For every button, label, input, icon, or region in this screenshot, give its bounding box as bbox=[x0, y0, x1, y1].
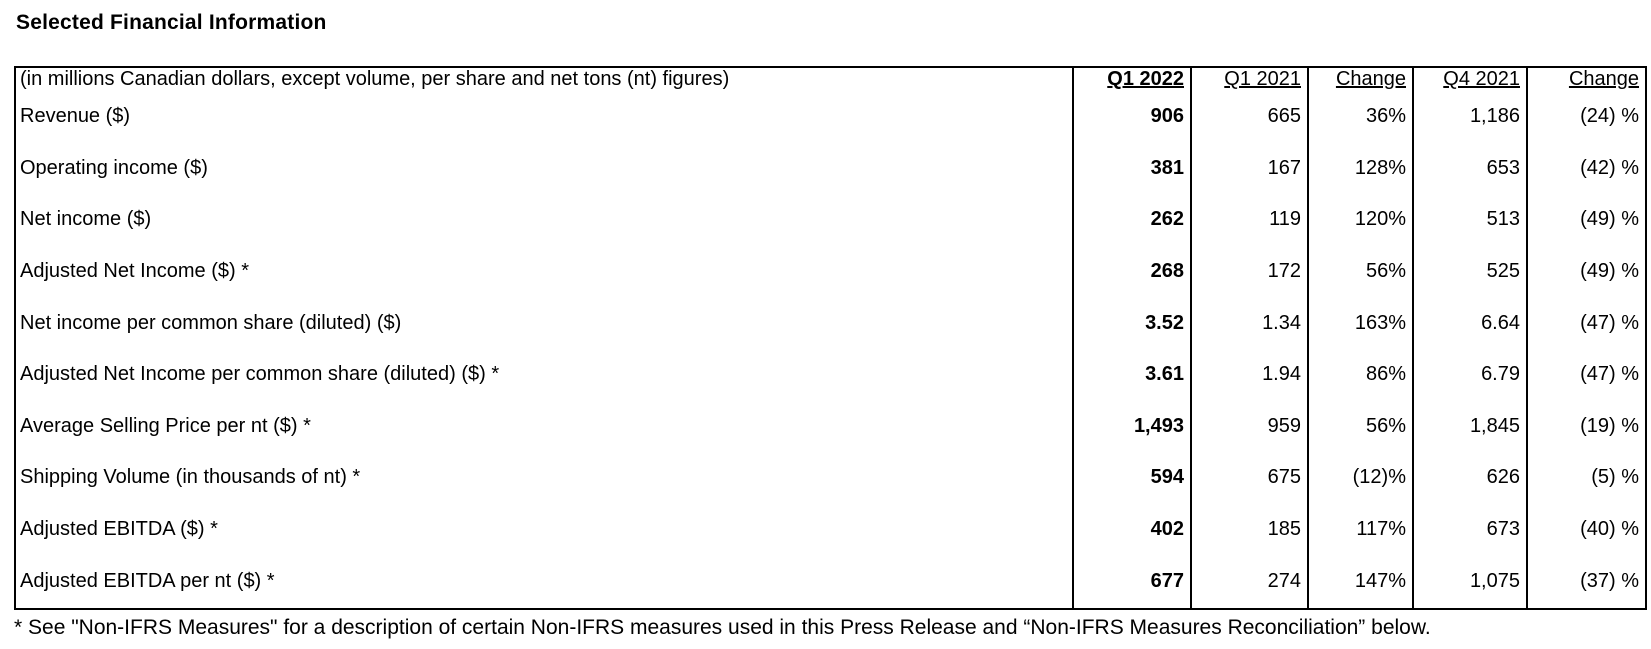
cell-q1-2021: 185 bbox=[1190, 503, 1308, 556]
row-label: Average Selling Price per nt ($) * bbox=[20, 414, 311, 437]
cell-q1-2022: 594 bbox=[1072, 451, 1191, 504]
row-label: Adjusted EBITDA per nt ($) * bbox=[20, 570, 275, 593]
cell-change-yoy: 56% bbox=[1307, 245, 1413, 298]
cell-q4-2021: 653 bbox=[1412, 142, 1527, 195]
cell-change-qoq: (47) % bbox=[1526, 297, 1646, 349]
cell-change-yoy: 120% bbox=[1307, 194, 1413, 246]
column-header-q1-2021: Q1 2021 bbox=[1190, 67, 1308, 91]
cell-q1-2021: 119 bbox=[1190, 194, 1308, 246]
cell-q1-2022: 3.52 bbox=[1072, 297, 1191, 349]
cell-q1-2021: 167 bbox=[1190, 142, 1308, 195]
cell-change-qoq: (42) % bbox=[1526, 142, 1646, 195]
cell-q1-2022: 3.61 bbox=[1072, 348, 1191, 401]
row-label: Adjusted Net Income ($) * bbox=[20, 259, 249, 282]
table-row: Adjusted Net Income ($) * 268 172 56% 525 (49… bbox=[15, 245, 1646, 298]
cell-change-yoy: 163% bbox=[1307, 297, 1413, 349]
table-row: Adjusted Net Income per common share (di… bbox=[15, 348, 1646, 401]
table-row: Net income ($) 262 119 120% 513 (49) % bbox=[15, 194, 1646, 246]
cell-change-yoy: 128% bbox=[1307, 142, 1413, 195]
cell-q1-2022: 402 bbox=[1072, 503, 1191, 556]
cell-change-qoq: (37) % bbox=[1526, 555, 1646, 609]
cell-q1-2021: 274 bbox=[1190, 555, 1308, 609]
cell-q1-2021: 1.34 bbox=[1190, 297, 1308, 349]
row-label: Adjusted Net Income per common share (di… bbox=[20, 363, 500, 386]
cell-change-qoq: (47) % bbox=[1526, 348, 1646, 401]
non-ifrs-footnote: * See "Non-IFRS Measures" for a descript… bbox=[14, 616, 1431, 639]
page-title: Selected Financial Information bbox=[16, 11, 327, 34]
cell-change-qoq: (49) % bbox=[1526, 194, 1646, 246]
cell-change-yoy: 147% bbox=[1307, 555, 1413, 609]
cell-q4-2021: 6.79 bbox=[1412, 348, 1527, 401]
table-row: Operating income ($) 381 167 128% 653 (42) % bbox=[15, 142, 1646, 195]
row-label: Net income per common share (diluted) ($… bbox=[20, 311, 402, 334]
row-label: Revenue ($) bbox=[20, 105, 131, 128]
cell-change-qoq: (5) % bbox=[1526, 451, 1646, 504]
cell-change-yoy: 86% bbox=[1307, 348, 1413, 401]
cell-q1-2022: 268 bbox=[1072, 245, 1191, 298]
cell-q1-2022: 906 bbox=[1072, 91, 1191, 143]
cell-q4-2021: 1,186 bbox=[1412, 91, 1527, 143]
cell-q1-2021: 665 bbox=[1190, 91, 1308, 143]
cell-q4-2021: 513 bbox=[1412, 194, 1527, 246]
cell-q1-2022: 1,493 bbox=[1072, 400, 1191, 452]
cell-q4-2021: 525 bbox=[1412, 245, 1527, 298]
table-row: Adjusted EBITDA ($) * 402 185 117% 673 (40) % bbox=[15, 503, 1646, 556]
cell-change-yoy: 117% bbox=[1307, 503, 1413, 556]
table-row: Average Selling Price per nt ($) * 1,493 9… bbox=[15, 400, 1646, 452]
row-label: Shipping Volume (in thousands of nt) * bbox=[20, 466, 361, 489]
cell-q4-2021: 673 bbox=[1412, 503, 1527, 556]
cell-q4-2021: 1,845 bbox=[1412, 400, 1527, 452]
cell-q1-2021: 959 bbox=[1190, 400, 1308, 452]
cell-change-qoq: (49) % bbox=[1526, 245, 1646, 298]
table-row: Net income per common share (diluted) ($… bbox=[15, 297, 1646, 349]
cell-change-qoq: (24) % bbox=[1526, 91, 1646, 143]
cell-q1-2021: 172 bbox=[1190, 245, 1308, 298]
table-row: Adjusted EBITDA per nt ($) * 677 274 147% 1,… bbox=[15, 555, 1646, 609]
cell-q1-2022: 381 bbox=[1072, 142, 1191, 195]
row-label: Net income ($) bbox=[20, 208, 152, 231]
cell-change-qoq: (40) % bbox=[1526, 503, 1646, 556]
column-header-q1-2022: Q1 2022 bbox=[1072, 67, 1191, 91]
column-header-q4-2021: Q4 2021 bbox=[1412, 67, 1527, 91]
cell-q1-2021: 675 bbox=[1190, 451, 1308, 504]
column-header-change-yoy: Change bbox=[1307, 67, 1413, 91]
cell-q4-2021: 1,075 bbox=[1412, 555, 1527, 609]
cell-change-qoq: (19) % bbox=[1526, 400, 1646, 452]
row-label: Operating income ($) bbox=[20, 156, 208, 179]
table-row: Revenue ($) 906 665 36% 1,186 (24) % bbox=[15, 91, 1646, 143]
column-header-units: (in millions Canadian dollars, except vo… bbox=[20, 68, 730, 90]
row-label: Adjusted EBITDA ($) * bbox=[20, 517, 218, 540]
selected-financial-information-table: (in millions Canadian dollars, except vo… bbox=[14, 66, 1647, 610]
cell-change-yoy: 36% bbox=[1307, 91, 1413, 143]
cell-change-yoy: (12)% bbox=[1307, 451, 1413, 504]
cell-q1-2022: 677 bbox=[1072, 555, 1191, 609]
cell-q1-2021: 1.94 bbox=[1190, 348, 1308, 401]
cell-q4-2021: 6.64 bbox=[1412, 297, 1527, 349]
table-header-row: (in millions Canadian dollars, except vo… bbox=[15, 67, 1646, 91]
cell-change-yoy: 56% bbox=[1307, 400, 1413, 452]
cell-q4-2021: 626 bbox=[1412, 451, 1527, 504]
cell-q1-2022: 262 bbox=[1072, 194, 1191, 246]
column-header-change-qoq: Change bbox=[1526, 67, 1646, 91]
table-row: Shipping Volume (in thousands of nt) * 59… bbox=[15, 451, 1646, 504]
